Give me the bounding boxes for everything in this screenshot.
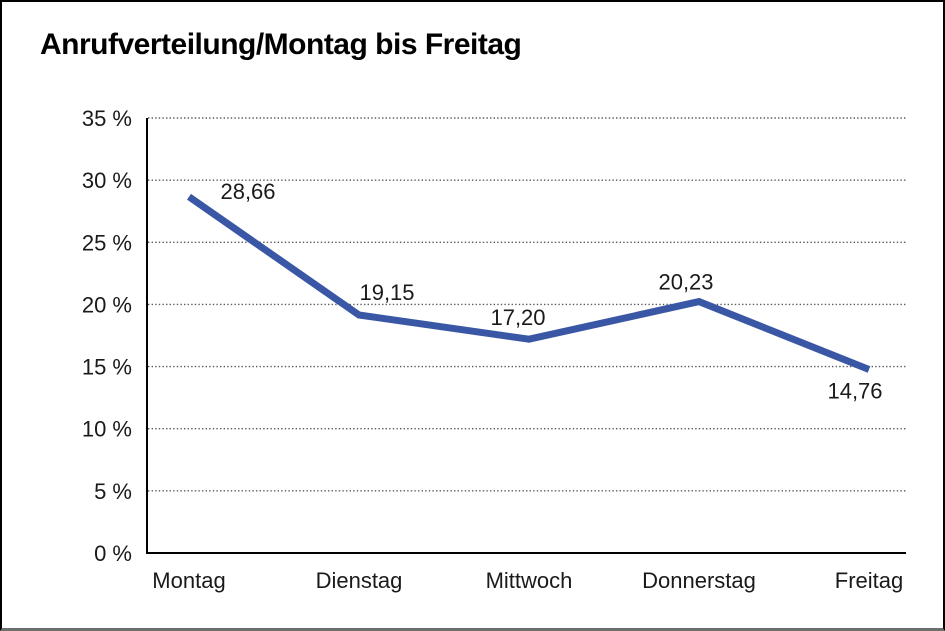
y-tick-label: 35 % <box>82 106 132 131</box>
y-tick-label: 5 % <box>94 479 132 504</box>
data-label: 20,23 <box>658 270 713 295</box>
x-category-label: Freitag <box>835 568 903 593</box>
data-label: 17,20 <box>490 305 545 330</box>
x-category-label: Mittwoch <box>486 568 573 593</box>
y-tick-label: 0 % <box>94 541 132 566</box>
y-tick-label: 15 % <box>82 355 132 380</box>
y-tick-label: 20 % <box>82 292 132 317</box>
y-tick-label: 10 % <box>82 417 132 442</box>
x-category-label: Dienstag <box>316 568 403 593</box>
data-line <box>187 193 871 373</box>
x-category-label: Montag <box>152 568 225 593</box>
x-category-label: Donnerstag <box>642 568 756 593</box>
chart-title: Anrufverteilung/Montag bis Freitag <box>40 28 522 61</box>
y-tick-label: 30 % <box>82 168 132 193</box>
data-label: 28,66 <box>220 179 275 204</box>
data-label: 19,15 <box>359 280 414 305</box>
data-label: 14,76 <box>827 379 882 404</box>
y-tick-label: 25 % <box>82 230 132 255</box>
